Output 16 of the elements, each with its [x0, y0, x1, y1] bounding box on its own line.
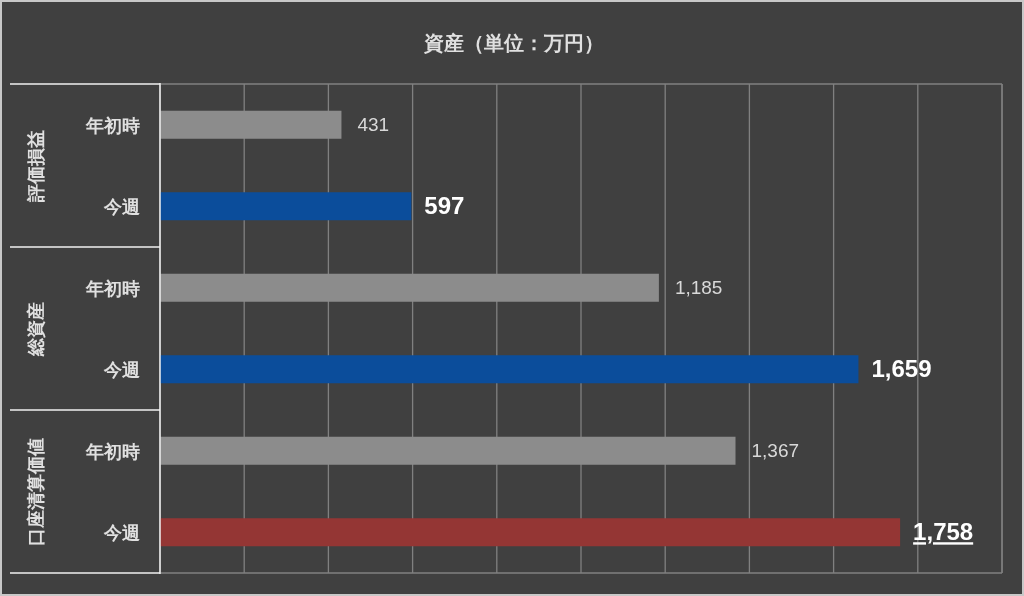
- category-label: 年初時: [86, 440, 140, 462]
- category-label: 年初時: [86, 277, 140, 299]
- data-label: 597: [424, 192, 465, 220]
- group-label: 総資産: [25, 301, 46, 356]
- data-label: 1,367: [751, 439, 800, 461]
- category-label: 今週: [104, 522, 140, 544]
- data-label: 1,185: [674, 276, 723, 298]
- category-label: 年初時: [86, 114, 140, 136]
- data-label: 1,758: [913, 518, 974, 546]
- data-label: 1,659: [871, 355, 932, 383]
- data-label: 431: [357, 113, 390, 135]
- group-label: 口座清算価値: [25, 437, 46, 546]
- group-label: 評価損益: [25, 129, 46, 202]
- title: 資産（単位：万円）: [424, 31, 604, 55]
- category-label: 今週: [104, 196, 140, 218]
- category-label: 今週: [104, 359, 140, 381]
